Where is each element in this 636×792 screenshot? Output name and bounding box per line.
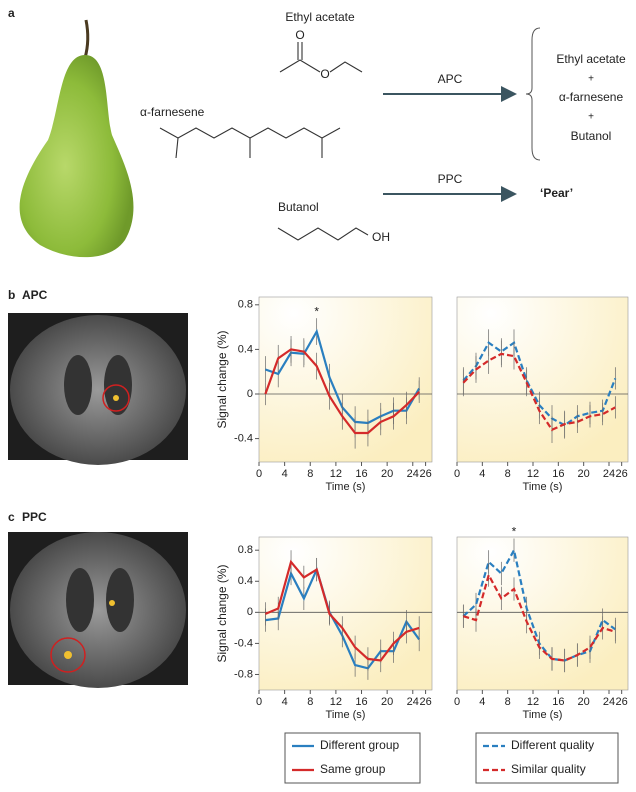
x-tick-label: 4 (282, 696, 288, 708)
x-tick-label: 24 (407, 468, 419, 480)
x-tick-label: 20 (578, 468, 590, 480)
bond (159, 127, 341, 139)
atom: O (295, 28, 304, 42)
x-tick-label: 24 (407, 696, 419, 708)
x-tick-label: 4 (479, 696, 485, 708)
x-tick-label: 12 (527, 468, 539, 480)
x-axis-label: Time (s) (326, 481, 366, 493)
y-tick-label: -0.4 (234, 637, 253, 649)
molecule-name: Ethyl acetate (285, 10, 355, 24)
panel-label: c (8, 510, 15, 524)
annotation: * (512, 525, 517, 539)
series-line (462, 572, 616, 662)
bond (279, 59, 321, 73)
x-tick-label: 16 (552, 696, 564, 708)
y-axis-label: Signal change (%) (215, 330, 229, 428)
x-tick-label: 16 (552, 468, 564, 480)
legend-box (284, 732, 421, 784)
plot-background (258, 536, 433, 691)
pear-image (19, 19, 134, 258)
mixture-item: Ethyl acetate (556, 52, 626, 66)
atom: O (320, 67, 329, 81)
legend-label: Similar quality (511, 762, 586, 776)
x-tick-label: 8 (505, 696, 511, 708)
y-tick-label: 0 (247, 606, 253, 618)
panel-label: b (8, 288, 15, 302)
x-tick-label: 0 (454, 696, 460, 708)
x-tick-label: 24 (603, 696, 615, 708)
x-tick-label: 16 (355, 468, 367, 480)
annotation: * (314, 304, 319, 318)
x-tick-label: 8 (505, 468, 511, 480)
atom: OH (372, 230, 390, 244)
bond (175, 137, 179, 159)
molecule-name: α-farnesene (140, 105, 205, 119)
brace (525, 27, 541, 161)
y-tick-label: 0.4 (238, 343, 253, 355)
mixture-item: α-farnesene (559, 90, 624, 104)
y-axis-label: Signal change (%) (215, 564, 229, 662)
x-tick-label: 16 (355, 696, 367, 708)
x-tick-label: 12 (330, 696, 342, 708)
x-tick-label: 24 (603, 468, 615, 480)
x-tick-label: 26 (419, 468, 431, 480)
x-tick-label: 12 (527, 696, 539, 708)
x-axis-label: Time (s) (523, 481, 563, 493)
y-tick-label: 0.8 (238, 544, 253, 556)
bond (329, 61, 363, 73)
panel-label: a (8, 6, 15, 20)
x-tick-label: 26 (616, 468, 628, 480)
x-tick-label: 0 (256, 696, 262, 708)
x-axis-label: Time (s) (326, 709, 366, 721)
x-tick-label: 26 (419, 696, 431, 708)
brain-image (8, 313, 188, 465)
mixture-item: + (588, 112, 594, 123)
brain-image (8, 532, 188, 688)
percept: ‘Pear’ (540, 186, 573, 200)
plot-background (456, 296, 629, 463)
series-line (264, 348, 420, 435)
x-tick-label: 0 (454, 468, 460, 480)
legend-label: Different group (320, 738, 399, 752)
legend-box (475, 732, 619, 784)
legend-label: Same group (320, 762, 386, 776)
mixture-item: + (588, 74, 594, 85)
x-tick-label: 12 (330, 468, 342, 480)
bond (277, 227, 369, 241)
panel-region: PPC (22, 510, 47, 524)
plot-background (456, 536, 629, 691)
legend-label: Different quality (511, 738, 594, 752)
mixture-item: Butanol (571, 129, 612, 143)
y-tick-label: -0.8 (234, 668, 253, 680)
y-tick-label: 0 (247, 388, 253, 400)
x-tick-label: 20 (381, 696, 393, 708)
x-tick-label: 20 (578, 696, 590, 708)
x-tick-label: 20 (381, 468, 393, 480)
plot-background (258, 296, 433, 463)
x-tick-label: 8 (307, 696, 313, 708)
x-tick-label: 4 (479, 468, 485, 480)
x-tick-label: 8 (307, 468, 313, 480)
x-axis-label: Time (s) (523, 709, 563, 721)
y-tick-label: -0.4 (234, 432, 253, 444)
molecule-name: Butanol (278, 200, 319, 214)
arrow-label: APC (438, 72, 463, 86)
series-line (462, 352, 616, 432)
x-tick-label: 26 (616, 696, 628, 708)
arrow-label: PPC (438, 172, 463, 186)
x-tick-label: 4 (282, 468, 288, 480)
series-line (264, 559, 420, 662)
panel-region: APC (22, 288, 48, 302)
y-tick-label: 0.4 (238, 575, 253, 587)
x-tick-label: 0 (256, 468, 262, 480)
y-tick-label: 0.8 (238, 299, 253, 311)
